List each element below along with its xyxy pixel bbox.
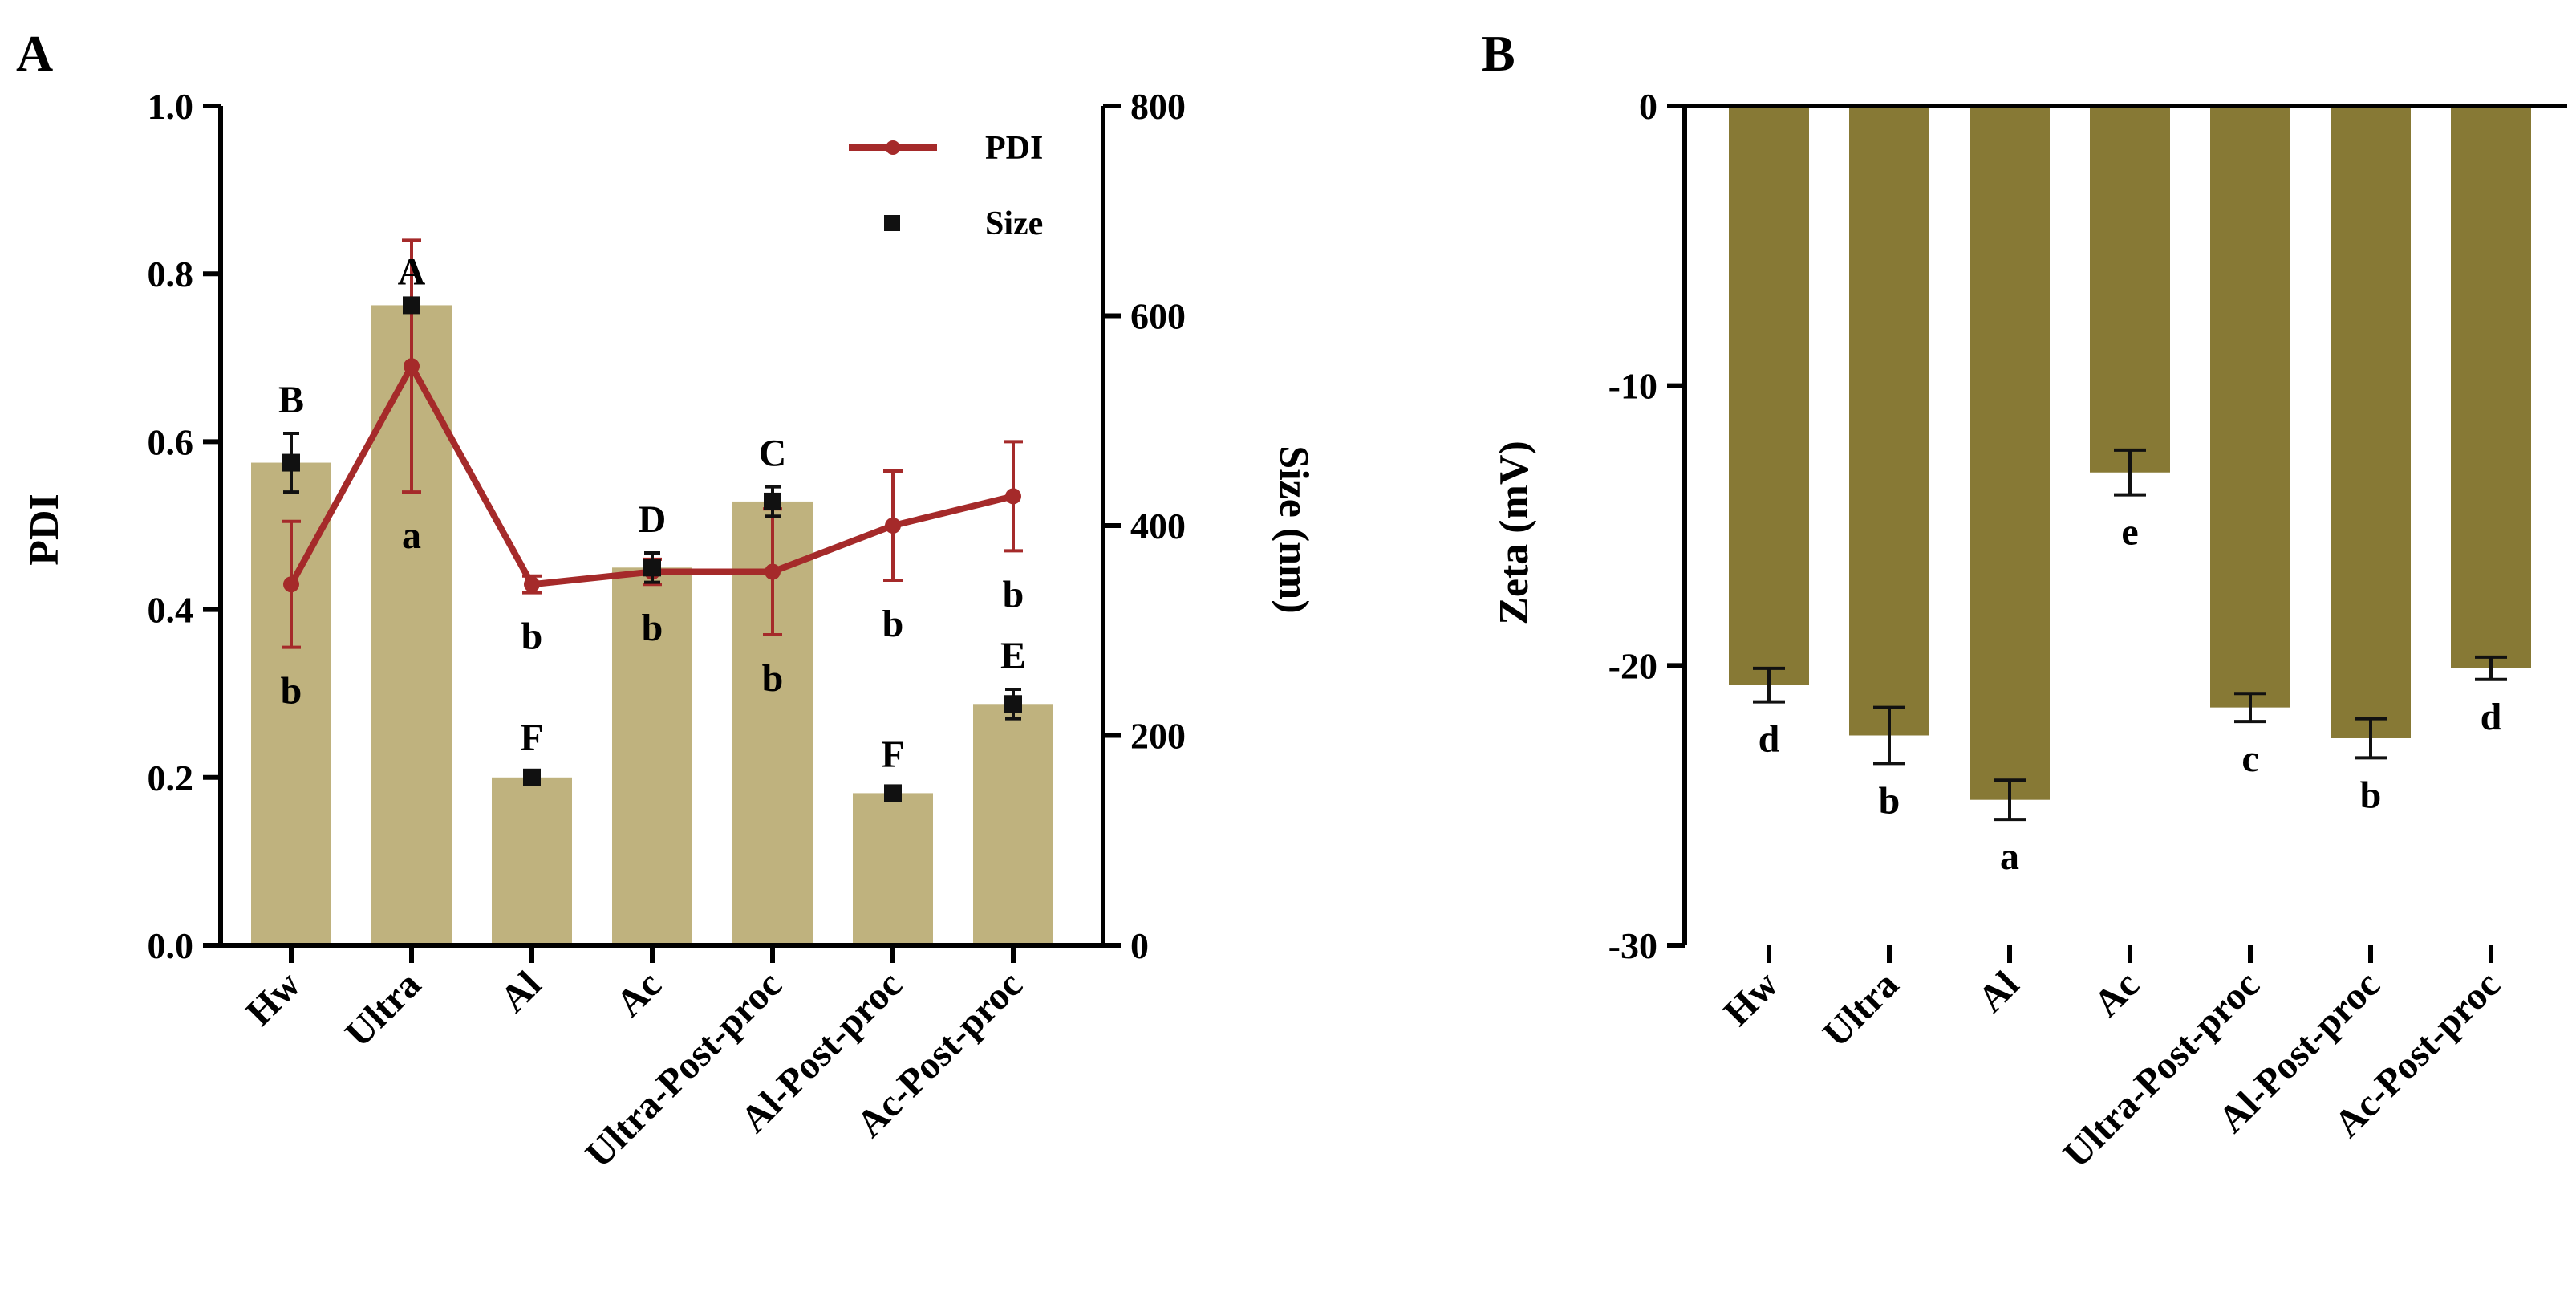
y-tick-label: 1.0 [148, 86, 194, 127]
zeta-bar-4 [2210, 106, 2290, 708]
zeta-bar-5 [2331, 106, 2411, 738]
pdi-significance-letter: b [1003, 573, 1024, 615]
x-category-label: Ultra [1815, 963, 1907, 1055]
size-bar-3 [612, 567, 692, 945]
x-category-label: Al [1970, 963, 2026, 1020]
zeta-tick-label: -10 [1608, 366, 1657, 407]
zeta-bar-3 [2090, 106, 2170, 473]
zeta-significance-letter: b [2360, 774, 2382, 816]
zeta-significance-letter: b [1879, 779, 1901, 822]
size-marker-1 [403, 296, 420, 315]
zeta-significance-letter: e [2121, 511, 2138, 554]
pdi-point-1 [404, 358, 420, 375]
zeta-error-bar-4 [2234, 692, 2266, 724]
zeta-bar-0 [1729, 106, 1809, 685]
x-category-label: Hw [1715, 963, 1787, 1034]
x-category-label: Ac [2086, 963, 2148, 1025]
zeta-error-bar-6 [2475, 655, 2507, 681]
zeta-error-bar-2 [1994, 778, 2026, 822]
size-bar-5 [853, 793, 933, 945]
size-significance-letter: D [639, 498, 667, 541]
pdi-point-4 [765, 563, 781, 580]
panel-a-chart: A 0.0 0.2 0.4 0.6 0.8 1.0 0 200 400 600 800 Hw Ultr… [16, 25, 1316, 1176]
x-category-label: Hw [237, 963, 309, 1034]
zeta-significance-letter: c [2241, 737, 2258, 780]
pdi-point-0 [283, 576, 299, 593]
pdi-significance-letter: b [521, 615, 543, 658]
size-significance-letter: A [398, 250, 426, 293]
zeta-bar-1 [1849, 106, 1929, 736]
zeta-tick-label: 0 [1639, 86, 1657, 127]
pdi-significance-letter: b [642, 607, 663, 649]
y-tick-label: 0.0 [148, 925, 194, 966]
zeta-bar-2 [1970, 106, 2050, 800]
y2-axis-title-size: Size (nm) [1271, 445, 1316, 613]
size-significance-letter: E [1000, 635, 1026, 677]
size-significance-letter: C [759, 433, 787, 475]
size-significance-letter: B [278, 379, 304, 421]
size-bar-2 [492, 777, 572, 945]
y2-tick-label: 800 [1130, 86, 1186, 127]
x-category-label: Ultra [337, 963, 429, 1055]
legend: PDI Size [849, 130, 1043, 242]
pdi-point-2 [524, 576, 540, 593]
y-tick-label: 0.6 [148, 421, 194, 462]
panel-a-letter: A [16, 25, 53, 82]
x-category-label: Al [492, 963, 549, 1020]
zeta-error-bar-0 [1753, 666, 1785, 704]
x-category-label: Ac [608, 963, 670, 1025]
pdi-significance-letter: b [882, 603, 904, 645]
y-tick-label: 0.2 [148, 758, 194, 798]
panel-b-chart: B 0-10-20-30 Hw Ultra Al AcUltra-Post-procA… [1481, 25, 2567, 1176]
size-significance-letter: F [520, 717, 543, 759]
pdi-significance-letter: b [281, 670, 302, 713]
legend-label-pdi: PDI [985, 130, 1043, 167]
legend-size-marker [884, 215, 900, 231]
pdi-point-5 [885, 518, 901, 534]
y2-tick-label: 600 [1130, 296, 1186, 337]
pdi-point-6 [1005, 488, 1021, 505]
zeta-significance-letter: d [2481, 696, 2502, 738]
zeta-error-bar-5 [2355, 717, 2387, 760]
zeta-tick-label: -30 [1608, 925, 1657, 966]
zeta-error-bar-1 [1873, 705, 1905, 766]
zeta-tick-label: -20 [1608, 645, 1657, 686]
zeta-significance-letter: a [2000, 835, 2019, 878]
size-marker-3 [643, 559, 661, 577]
pdi-significance-letter: b [762, 657, 784, 700]
size-marker-6 [1004, 695, 1022, 713]
y-axis-title-pdi: PDI [22, 494, 67, 566]
y-tick-label: 0.8 [148, 254, 194, 295]
size-significance-letter: F [881, 733, 904, 776]
size-marker-0 [282, 453, 300, 472]
y2-tick-label: 400 [1130, 506, 1186, 546]
y2-tick-label: 0 [1130, 925, 1149, 966]
size-marker-5 [884, 784, 902, 802]
size-marker-4 [764, 492, 781, 510]
y2-tick-label: 200 [1130, 716, 1186, 757]
zeta-bar-6 [2451, 106, 2531, 668]
y-tick-label: 0.4 [148, 590, 194, 631]
legend-label-size: Size [985, 205, 1043, 242]
panel-b-letter: B [1481, 25, 1515, 82]
pdi-significance-letter: a [402, 514, 421, 557]
y-axis-title-zeta: Zeta (mV) [1491, 441, 1537, 625]
legend-pdi-marker [886, 140, 900, 155]
size-bar-6 [973, 704, 1053, 945]
size-marker-2 [523, 768, 541, 786]
zeta-significance-letter: d [1759, 718, 1780, 761]
zeta-error-bar-3 [2114, 448, 2146, 497]
